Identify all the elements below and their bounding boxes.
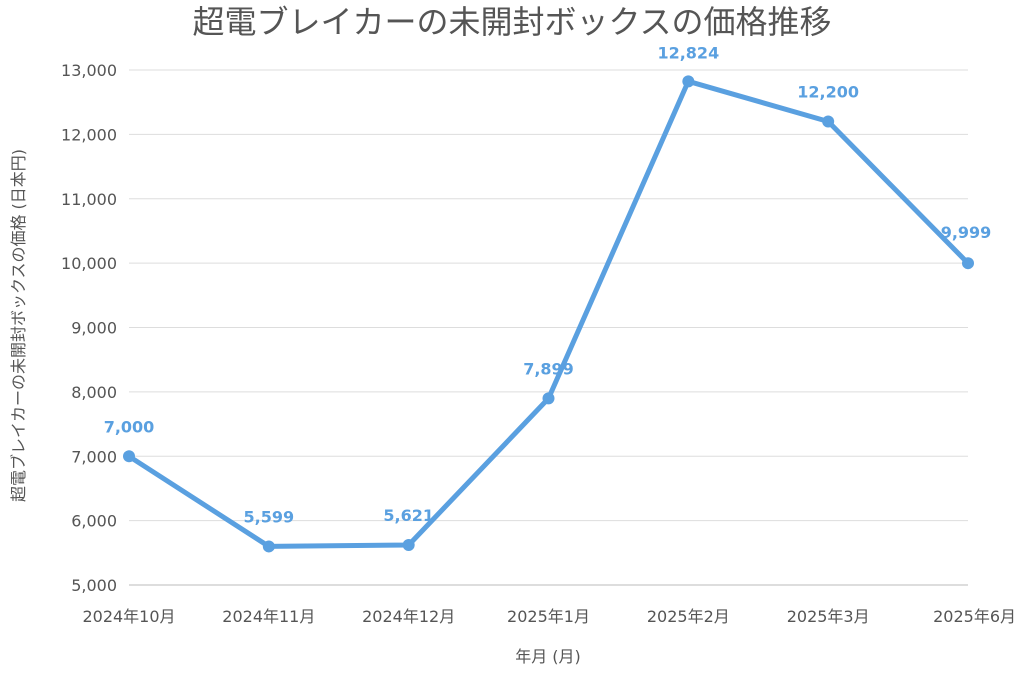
y-tick-label: 6,000 <box>71 512 117 531</box>
data-point <box>682 75 695 88</box>
data-point <box>542 392 555 405</box>
x-tick-label: 2025年3月 <box>787 607 870 626</box>
data-label: 9,999 <box>941 223 992 242</box>
data-label: 5,599 <box>244 507 295 526</box>
data-point <box>262 540 275 553</box>
data-label: 7,899 <box>523 359 574 378</box>
y-axis-ticks: 5,000 6,000 7,000 8,000 9,000 10,000 11,000 12,… <box>61 61 117 595</box>
x-tick-label: 2025年1月 <box>507 607 590 626</box>
data-point <box>822 115 835 128</box>
x-axis-title: 年月 (月) <box>515 647 581 666</box>
data-label: 12,824 <box>657 43 719 62</box>
x-tick-label: 2025年6月 <box>933 607 1016 626</box>
x-tick-label: 2025年2月 <box>647 607 730 626</box>
data-point <box>123 450 135 463</box>
y-tick-label: 13,000 <box>61 61 117 80</box>
chart-title: 超電ブレイカーの未開封ボックスの価格推移 <box>192 3 831 41</box>
data-point <box>402 539 415 552</box>
x-tick-label: 2024年11月 <box>222 607 315 626</box>
series-layer <box>123 75 974 553</box>
y-tick-label: 5,000 <box>71 576 117 595</box>
data-point <box>962 257 974 270</box>
data-labels: 7,000 5,599 5,621 7,899 12,824 12,200 9,999 <box>104 43 992 526</box>
y-axis-title: 超電ブレイカーの未開封ボックスの価格 (日本円) <box>9 149 28 502</box>
y-tick-label: 8,000 <box>71 383 117 402</box>
x-tick-label: 2024年10月 <box>82 607 175 626</box>
y-tick-label: 11,000 <box>61 190 117 209</box>
y-tick-label: 10,000 <box>61 254 117 273</box>
series-line <box>126 78 971 549</box>
x-tick-label: 2024年12月 <box>362 607 455 626</box>
grid-lines <box>129 69 968 586</box>
y-tick-label: 12,000 <box>61 125 117 144</box>
data-label: 5,621 <box>383 506 434 525</box>
x-axis-ticks: 2024年10月 2024年11月 2024年12月 2025年1月 2025年2月 20… <box>82 607 1016 626</box>
data-label: 7,000 <box>104 417 155 436</box>
y-tick-label: 9,000 <box>71 319 117 338</box>
y-tick-label: 7,000 <box>71 447 117 466</box>
data-label: 12,200 <box>797 83 859 102</box>
